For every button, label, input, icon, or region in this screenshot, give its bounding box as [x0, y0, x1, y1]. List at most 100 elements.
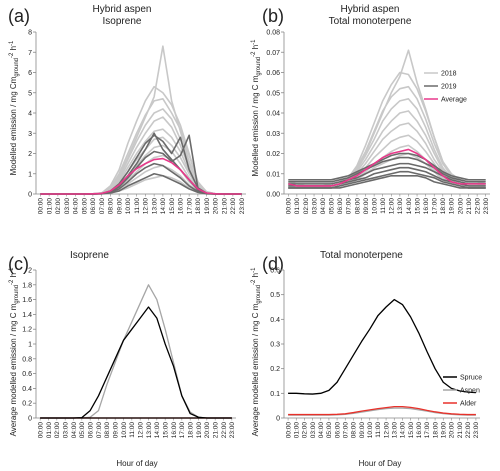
- panel-b-x-tick-label: 18:00: [440, 198, 447, 215]
- panel-b-y-tick-label: 0.05: [266, 90, 280, 97]
- panel-a-x-tick-label: 16:00: [178, 198, 185, 215]
- panel-c-x-tick-label: 04:00: [71, 422, 78, 439]
- panel-d-tag: (d): [262, 254, 284, 274]
- panel-d: (d) Total monoterpene Average modelled e…: [251, 250, 482, 468]
- panel-c-y-tick-label: 1: [28, 342, 32, 349]
- panel-d-x-tick-label: 05:00: [326, 422, 333, 439]
- panel-d-x-tick-label: 20:00: [449, 422, 456, 439]
- panel-d-x-tick-label: 19:00: [441, 422, 448, 439]
- panel-c-x-tick-label: 00:00: [37, 422, 44, 439]
- panel-c-x-tick-label: 09:00: [112, 422, 119, 439]
- panel-d-x-tick-label: 04:00: [318, 422, 325, 439]
- panel-a-y-tick-label: 7: [28, 50, 32, 57]
- panel-a: (a) Hybrid aspen Isoprene Modelled emiss…: [8, 4, 246, 214]
- panel-c-y-tick-label: 0: [28, 416, 32, 423]
- panel-d-y-tick-label: 0.4: [270, 317, 280, 324]
- panel-c-x-tick-label: 18:00: [187, 422, 194, 439]
- panel-d-x-tick-label: 23:00: [473, 422, 480, 439]
- panel-b-x-tick-label: 12:00: [389, 198, 396, 215]
- panel-b-x-tick-label: 05:00: [329, 198, 336, 215]
- panel-d-series-spruce-line: [288, 298, 476, 395]
- panel-b-x-tick-label: 21:00: [466, 198, 473, 215]
- panel-a-x-tick-label: 09:00: [116, 198, 123, 215]
- panel-b-x-tick-label: 15:00: [414, 198, 421, 215]
- panel-a-x-tick-label: 18:00: [195, 198, 202, 215]
- panel-a-x-tick-label: 04:00: [73, 198, 80, 215]
- panel-a-x-tick-label: 06:00: [90, 198, 97, 215]
- panel-b-y-tick-label: 0.04: [266, 111, 280, 118]
- panel-c-y-tick-label: 0.4: [22, 386, 32, 393]
- panel-a-x-tick-label: 02:00: [55, 198, 62, 215]
- panel-c-x-tick-label: 08:00: [104, 422, 111, 439]
- panel-a-x-tick-label: 15:00: [169, 198, 176, 215]
- panel-d-x-tick-label: 17:00: [424, 422, 431, 439]
- legend-spruce-label: Spruce: [460, 375, 482, 382]
- panel-c-y-tick-label: 1.8: [22, 282, 32, 289]
- panel-b-y-tick-label: 0.03: [266, 131, 280, 138]
- panel-d-x-tick-label: 09:00: [359, 422, 366, 439]
- panel-b-series-2018-line: [288, 98, 486, 187]
- panel-d-title: Total monoterpene: [320, 250, 403, 261]
- panel-d-x-tick-label: 08:00: [351, 422, 358, 439]
- legend-2018-label: 2018: [441, 71, 457, 78]
- panel-a-x-tick-label: 03:00: [64, 198, 71, 215]
- panel-d-x-tick-label: 01:00: [294, 422, 301, 439]
- panel-c-title: Isoprene: [70, 250, 109, 261]
- panel-a-y-tick-label: 0: [28, 192, 32, 199]
- panel-b-title-line1: Hybrid aspen: [341, 4, 400, 15]
- panel-d-x-tick-label: 16:00: [416, 422, 423, 439]
- legend-aspen-label: Aspen: [460, 388, 480, 395]
- panel-d-x-tick-label: 06:00: [334, 422, 341, 439]
- panel-c-x-tick-label: 17:00: [179, 422, 186, 439]
- panel-d-x-tick-label: 07:00: [343, 422, 350, 439]
- panel-b-series-2019-line: [288, 174, 486, 189]
- panel-d-y-tick-label: 0.6: [270, 268, 280, 275]
- panel-a-x-tick-label: 14:00: [160, 198, 167, 215]
- panel-d-plot: 00.10.20.30.40.50.600:00 01:00 02:00 03:00 0…: [270, 268, 480, 439]
- panel-b-y-tick-label: 0.01: [266, 171, 280, 178]
- panel-c-tag: (c): [8, 254, 29, 274]
- panel-a-x-tick-label: 00:00: [38, 198, 45, 215]
- panel-c-x-tick-label: 12:00: [137, 422, 144, 439]
- panel-a-title-line2: Isoprene: [103, 16, 142, 27]
- panel-d-x-tick-label: 18:00: [432, 422, 439, 439]
- panel-c-x-tick-label: 23:00: [229, 422, 236, 439]
- panel-d-x-tick-label: 21:00: [457, 422, 464, 439]
- panel-c: (c) Isoprene Average modelled emission /…: [8, 250, 236, 468]
- panel-b-x-tick-label: 22:00: [474, 198, 481, 215]
- panel-d-x-tick-label: 14:00: [400, 422, 407, 439]
- panel-a-x-tick-label: 21:00: [221, 198, 228, 215]
- panel-c-x-tick-label: 02:00: [54, 422, 61, 439]
- panel-a-x-tick-label: 22:00: [230, 198, 237, 215]
- panel-c-ylabel: Average modelled emission / mg C mground…: [9, 267, 20, 436]
- panel-b-x-tick-label: 01:00: [294, 198, 301, 215]
- panel-d-x-tick-label: 22:00: [465, 422, 472, 439]
- panel-a-y-tick-label: 6: [28, 70, 32, 77]
- panel-a-y-tick-label: 1: [28, 171, 32, 178]
- panel-a-series-2018-line: [40, 45, 242, 195]
- panel-d-y-tick-label: 0.3: [270, 342, 280, 349]
- panel-c-y-tick-label: 0.2: [22, 401, 32, 408]
- legend-top: 2018 2019 Average: [424, 71, 467, 104]
- panel-b-x-tick-label: 08:00: [354, 198, 361, 215]
- panel-c-series-spruce-line: [40, 306, 232, 419]
- panel-c-x-tick-label: 05:00: [79, 422, 86, 439]
- panel-a-series-2019-line: [40, 134, 242, 195]
- panel-d-xlabel: Hour of Day: [359, 459, 402, 468]
- panel-a-ylabel: Modelled emission / mg Cmground-2 h-1: [9, 40, 20, 175]
- panel-d-y-tick-label: 0.2: [270, 366, 280, 373]
- panel-c-plot: 0 0.2 0.4 0.6 0.8 1 1.2 1.4 1.6 1.8 2 00:00 01:00 02:…: [22, 268, 236, 439]
- panel-a-title-line1: Hybrid aspen: [93, 4, 152, 15]
- panel-b-x-tick-label: 19:00: [449, 198, 456, 215]
- panel-d-series-alder-line: [288, 405, 476, 416]
- panel-c-x-tick-label: 10:00: [121, 422, 128, 439]
- panel-d-x-tick-label: 13:00: [392, 422, 399, 439]
- legend-alder-label: Alder: [460, 401, 477, 408]
- panel-b-x-tick-label: 14:00: [406, 198, 413, 215]
- panel-b-plot: 0.00 0.01 0.02 0.03 0.04 0.05 0.06 0.07 0.08 00:0…: [266, 30, 490, 215]
- panel-a-tag: (a): [8, 6, 30, 26]
- panel-b-y-tick-label: 0.06: [266, 70, 280, 77]
- panel-c-x-tick-label: 20:00: [204, 422, 211, 439]
- panel-c-y-tick-label: 1.2: [22, 327, 32, 334]
